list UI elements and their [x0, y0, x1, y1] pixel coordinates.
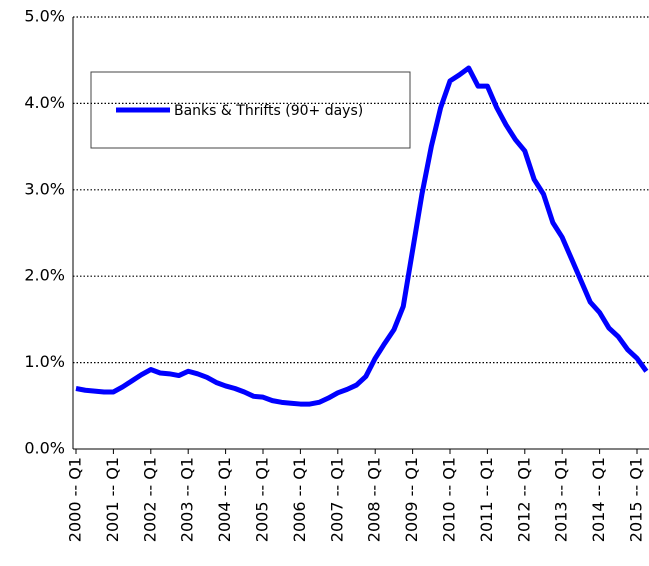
x-tick-label: 2000 -- Q1 — [66, 457, 85, 542]
x-tick-label: 2005 -- Q1 — [253, 457, 272, 542]
x-tick-label: 2010 -- Q1 — [440, 457, 459, 542]
x-tick-label: 2006 -- Q1 — [290, 457, 309, 542]
x-tick-label: 2015 -- Q1 — [627, 457, 646, 542]
x-tick-label: 2014 -- Q1 — [589, 457, 608, 542]
x-tick-label: 2009 -- Q1 — [402, 457, 421, 542]
x-tick-label: 2002 -- Q1 — [140, 457, 159, 542]
y-tick-label: 3.0% — [24, 179, 65, 198]
y-tick-label: 5.0% — [24, 7, 65, 26]
y-tick-label: 4.0% — [24, 93, 65, 112]
y-tick-label: 2.0% — [24, 266, 65, 285]
x-tick-label: 2004 -- Q1 — [215, 457, 234, 542]
y-tick-label: 0.0% — [24, 439, 65, 458]
x-tick-label: 2011 -- Q1 — [477, 457, 496, 542]
x-tick-label: 2013 -- Q1 — [552, 457, 571, 542]
x-tick-label: 2008 -- Q1 — [365, 457, 384, 542]
y-tick-label: 1.0% — [24, 352, 65, 371]
x-tick-label: 2003 -- Q1 — [178, 457, 197, 542]
legend-label: Banks & Thrifts (90+ days) — [174, 103, 363, 119]
data-line — [75, 65, 649, 407]
x-tick-label: 2012 -- Q1 — [514, 457, 533, 542]
x-tick-label: 2001 -- Q1 — [103, 457, 122, 542]
x-tick-label: 2007 -- Q1 — [327, 457, 346, 542]
